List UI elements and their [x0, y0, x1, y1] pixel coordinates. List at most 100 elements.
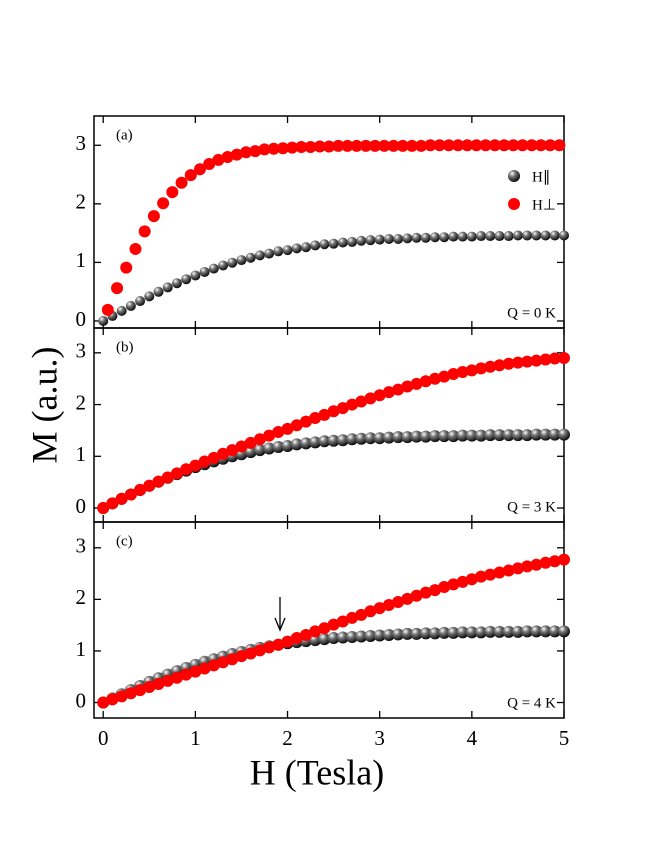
x-tick-label: 5	[559, 726, 570, 750]
data-point	[337, 237, 348, 248]
data-point	[184, 169, 197, 182]
data-point	[171, 278, 182, 289]
data-point	[161, 471, 174, 484]
data-point	[511, 562, 524, 575]
data-point	[147, 210, 160, 223]
data-point	[181, 274, 192, 285]
data-point	[428, 627, 441, 640]
legend-label: H∥	[532, 169, 550, 185]
data-point	[221, 150, 234, 163]
data-point	[548, 555, 561, 568]
data-point	[327, 405, 340, 418]
panel-label: (a)	[116, 127, 133, 143]
data-point	[502, 564, 515, 577]
data-point	[502, 429, 515, 442]
data-point	[447, 430, 460, 443]
y-axis-label: M (a.u.)	[24, 347, 64, 464]
data-point	[484, 568, 497, 581]
data-point	[539, 428, 552, 441]
data-point	[558, 352, 570, 365]
data-point	[438, 430, 451, 443]
legend-label: H⊥	[532, 197, 556, 213]
data-point	[170, 671, 183, 684]
data-point	[153, 286, 164, 297]
data-point	[402, 233, 413, 244]
data-point	[272, 440, 285, 453]
data-point	[244, 436, 257, 449]
data-point	[355, 608, 368, 621]
data-point	[383, 233, 394, 244]
data-point	[346, 398, 359, 411]
data-point	[193, 163, 206, 176]
data-point	[299, 437, 312, 450]
data-point	[448, 231, 459, 242]
data-point	[364, 605, 377, 618]
data-point	[281, 635, 294, 648]
data-point	[559, 230, 569, 241]
data-point	[374, 234, 385, 245]
data-point	[548, 428, 561, 441]
data-point	[180, 668, 193, 681]
y-tick-label: 1	[76, 248, 87, 272]
data-point	[475, 570, 488, 583]
data-point	[447, 626, 460, 639]
data-point	[364, 392, 377, 405]
data-point	[382, 628, 395, 641]
data-point	[189, 665, 202, 678]
y-tick-label: 0	[76, 307, 87, 331]
data-point	[452, 139, 465, 152]
data-point	[485, 231, 496, 242]
data-point	[507, 139, 520, 152]
data-point	[511, 429, 524, 442]
data-point	[309, 625, 322, 638]
data-point	[429, 232, 440, 243]
data-point	[369, 139, 382, 152]
data-point	[553, 139, 566, 152]
data-point	[382, 386, 395, 399]
data-point	[208, 263, 219, 274]
data-point	[341, 139, 354, 152]
data-point	[267, 142, 280, 155]
data-point	[244, 446, 257, 459]
data-point	[476, 231, 487, 242]
x-tick-label: 1	[190, 726, 201, 750]
data-point	[428, 584, 441, 597]
data-point	[548, 352, 561, 365]
data-point	[438, 580, 451, 593]
data-point	[393, 233, 404, 244]
data-point	[410, 627, 423, 640]
data-point	[493, 429, 506, 442]
data-point	[461, 139, 474, 152]
data-point	[161, 674, 174, 687]
data-point	[336, 615, 349, 628]
data-point	[521, 560, 534, 573]
data-point	[313, 140, 326, 153]
data-point	[530, 354, 543, 367]
data-point	[253, 433, 266, 446]
data-point	[290, 419, 303, 432]
data-point	[115, 492, 128, 505]
data-point	[382, 599, 395, 612]
data-point	[419, 586, 432, 599]
data-point	[373, 629, 386, 642]
data-point	[373, 389, 386, 402]
data-point	[236, 255, 247, 266]
data-point	[516, 139, 529, 152]
data-point	[263, 442, 276, 455]
panel-label: (b)	[116, 339, 134, 355]
data-point	[198, 455, 211, 468]
data-point	[475, 626, 488, 639]
data-point	[240, 146, 253, 159]
data-point	[111, 282, 124, 295]
data-point	[101, 303, 114, 316]
data-point	[327, 618, 340, 631]
data-point	[106, 497, 119, 510]
data-point	[558, 553, 570, 566]
data-point	[447, 368, 460, 381]
x-tick-label: 2	[282, 726, 293, 750]
data-point	[539, 353, 552, 366]
data-point	[534, 139, 547, 152]
data-point	[212, 153, 225, 166]
data-point	[300, 242, 311, 253]
data-point	[456, 429, 469, 442]
